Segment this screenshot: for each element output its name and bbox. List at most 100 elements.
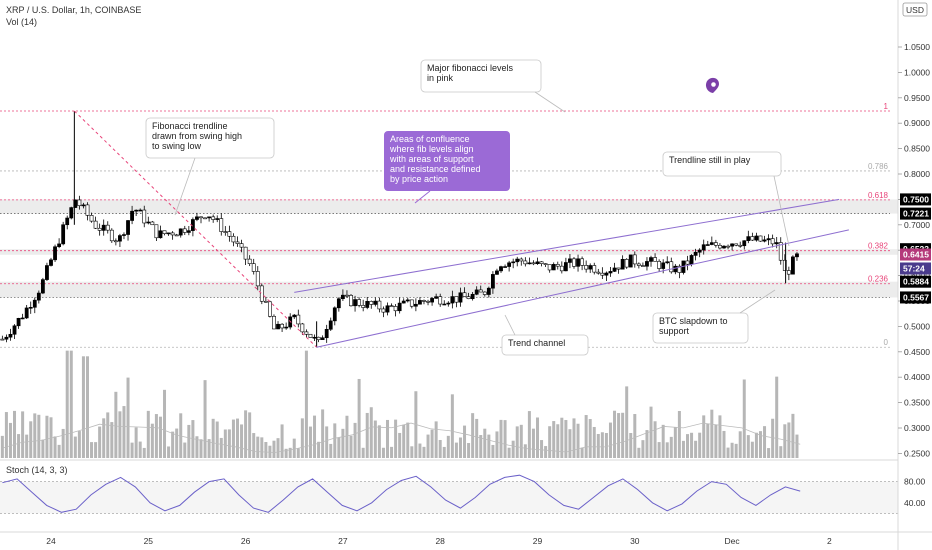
- candle-body: [235, 241, 240, 244]
- candle-body: [527, 262, 532, 265]
- price-label-box: [900, 248, 931, 261]
- volume-bar: [158, 416, 162, 458]
- volume-bar: [325, 426, 329, 458]
- btc-slapdown-note-text: support: [659, 326, 690, 336]
- candle-body: [482, 291, 487, 295]
- volume-bar: [742, 379, 746, 458]
- volume-bar: [288, 447, 292, 458]
- candle-body: [649, 257, 653, 262]
- candle-body: [677, 265, 682, 273]
- volume-bar: [361, 447, 365, 458]
- candle-body: [32, 299, 37, 308]
- stoch-tick-label: 80.00: [904, 477, 926, 487]
- candle-body: [263, 300, 268, 303]
- volume-bar: [629, 433, 633, 458]
- candle-body: [24, 307, 29, 319]
- volume-bar: [385, 419, 389, 458]
- volume-bar: [604, 433, 608, 458]
- candle-body: [442, 303, 447, 306]
- candle-body: [539, 261, 544, 264]
- candle-body: [547, 264, 552, 271]
- fib-trendline-note-text: drawn from swing high: [152, 131, 242, 141]
- volume-bar: [337, 437, 341, 458]
- y-tick-label: 0.8500: [904, 144, 930, 154]
- candle-body: [0, 338, 5, 341]
- volume-bar: [296, 448, 300, 458]
- volume-bar: [608, 422, 612, 458]
- volume-bar: [98, 426, 102, 458]
- volume-bar: [446, 435, 450, 458]
- price-label: 0.7500: [903, 194, 929, 204]
- candle-body: [405, 299, 410, 302]
- price-label: 0.5567: [903, 292, 929, 302]
- trendline-play-pointer: [773, 175, 790, 247]
- candle-body: [791, 256, 795, 275]
- candle-body: [543, 263, 548, 265]
- candle-body: [426, 300, 430, 303]
- candle-body: [85, 204, 90, 216]
- candle-body: [709, 242, 714, 245]
- candle-body: [580, 258, 584, 266]
- volume-bar: [775, 376, 779, 458]
- volume-bar: [475, 418, 479, 458]
- candle-body: [353, 299, 357, 307]
- volume-bar: [511, 440, 515, 458]
- candle-body: [316, 336, 321, 341]
- y-tick-label: 0.4000: [904, 372, 930, 382]
- candle-body: [446, 302, 451, 305]
- candle-body: [434, 296, 439, 299]
- volume-bar: [677, 411, 681, 458]
- candle-body: [422, 300, 426, 302]
- candle-body: [300, 323, 305, 333]
- candle-body: [636, 263, 641, 266]
- candle-body: [49, 259, 53, 266]
- y-tick-label: 0.9000: [904, 118, 930, 128]
- volume-bar: [313, 415, 317, 458]
- btc-slapdown-note-text: BTC slapdown to: [659, 316, 728, 326]
- candle-body: [742, 240, 747, 247]
- major-fib-pointer: [534, 91, 566, 113]
- volume-bar: [94, 442, 98, 458]
- fib-label: 0.382: [868, 242, 889, 251]
- volume-bar: [718, 415, 722, 458]
- candle-body: [474, 289, 479, 295]
- volume-bar: [211, 418, 215, 458]
- candle-body: [207, 216, 212, 219]
- volume-bar: [467, 443, 471, 458]
- btc-slapdown-pointer: [739, 289, 776, 314]
- trendline-play-note-text: Trendline still in play: [669, 155, 751, 165]
- stoch-tick-label: 40.00: [904, 498, 926, 508]
- volume-bar: [219, 437, 223, 458]
- volume-bar: [110, 422, 114, 458]
- volume-bar: [795, 434, 799, 458]
- candle-body: [109, 229, 114, 242]
- candle-body: [499, 266, 503, 272]
- volume-bar: [560, 417, 564, 458]
- candle-body: [722, 245, 726, 249]
- candle-body: [227, 231, 232, 237]
- volume-bar: [540, 440, 544, 458]
- candle-body: [661, 262, 666, 269]
- candle-body: [89, 215, 94, 222]
- candle-body: [36, 292, 41, 301]
- volume-bar: [633, 414, 637, 458]
- currency-badge[interactable]: USD: [906, 5, 924, 15]
- confluence-note-text: Areas of confluence: [390, 134, 470, 144]
- volume-bar: [686, 434, 690, 458]
- currency-badge-box[interactable]: [902, 2, 928, 17]
- candle-body: [243, 246, 248, 260]
- fib-label: 1: [884, 102, 889, 111]
- volume-bar: [65, 350, 69, 458]
- volume-bar: [264, 442, 268, 458]
- candle-body: [507, 262, 512, 267]
- volume-bar: [418, 443, 422, 458]
- price-label-box: [900, 291, 931, 304]
- volume-bar: [77, 431, 81, 458]
- volume-bar: [106, 412, 110, 458]
- volume-bar: [706, 423, 710, 458]
- volume-bar: [499, 419, 503, 458]
- confluence-note-text: by price action: [390, 174, 448, 184]
- volume-bar: [199, 439, 203, 458]
- volume-bar: [21, 411, 25, 458]
